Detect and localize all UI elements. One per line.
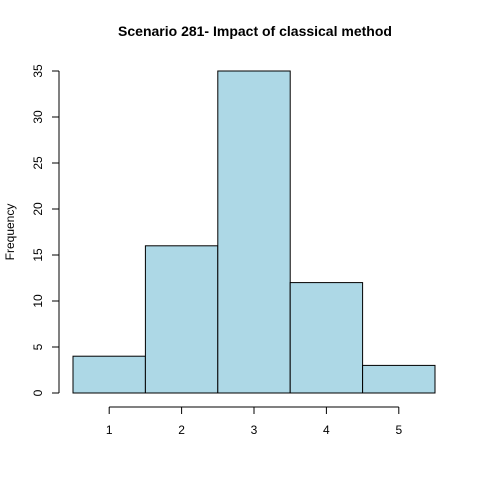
y-axis-label: Frequency: [3, 204, 17, 261]
y-tick-label: 10: [31, 294, 45, 308]
x-axis: 1 2 3 4 5: [106, 406, 402, 437]
y-tick-label: 20: [31, 202, 45, 216]
chart-title: Scenario 281- Impact of classical method: [118, 23, 392, 39]
x-tick-label: 2: [178, 423, 185, 437]
bars-group: [72, 70, 436, 394]
y-tick-label: 30: [31, 110, 45, 124]
x-tick-label: 1: [106, 423, 113, 437]
y-tick-label: 0: [31, 389, 45, 396]
x-tick-label: 3: [251, 423, 258, 437]
y-axis: 0 5 10 15 20 25 30 35: [31, 64, 60, 396]
y-tick-label: 25: [31, 156, 45, 170]
y-tick-label: 5: [31, 343, 45, 350]
y-tick-label: 15: [31, 248, 45, 262]
bar-1: [72, 355, 146, 394]
x-tick-label: 5: [395, 423, 402, 437]
bar-5: [362, 364, 436, 394]
y-tick-label: 35: [31, 64, 45, 78]
bar-3: [217, 70, 291, 394]
x-tick-label: 4: [323, 423, 330, 437]
bar-2: [144, 245, 219, 394]
bar-4: [289, 282, 364, 394]
